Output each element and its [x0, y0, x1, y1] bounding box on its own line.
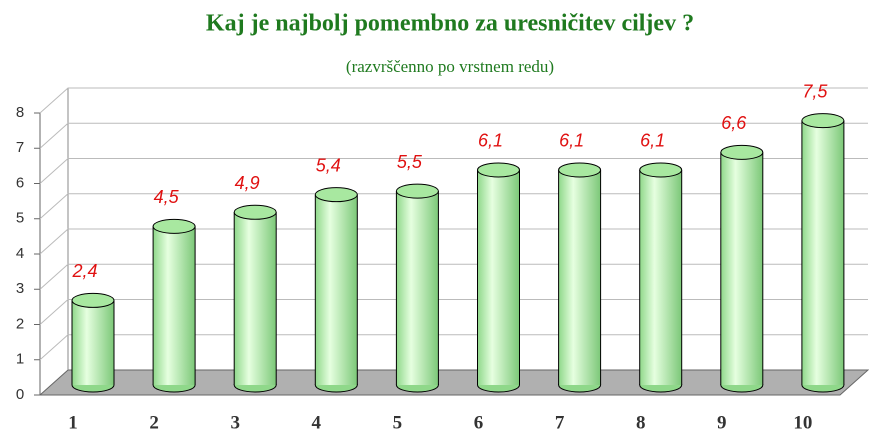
grid-line	[39, 263, 868, 290]
bar-top	[233, 204, 277, 220]
chart-subtitle: (razvrščenno po vrstnem redu)	[346, 57, 554, 76]
bar	[477, 169, 520, 385]
y-tick-label: 4	[16, 245, 24, 262]
value-label: 5,4	[316, 155, 341, 175]
y-tick-label: 5	[16, 210, 24, 227]
grid-line	[39, 299, 868, 325]
x-tick-label: 9	[717, 412, 727, 433]
y-tick-label: 8	[16, 104, 24, 121]
bar	[234, 212, 277, 385]
bar-top	[801, 113, 845, 129]
bar	[153, 226, 196, 385]
bar	[639, 169, 682, 385]
value-label: 6,1	[559, 131, 584, 151]
value-label: 4,5	[154, 187, 180, 207]
value-label: 5,5	[397, 152, 423, 172]
x-tick-label: 4	[312, 412, 322, 433]
x-tick-label: 6	[474, 412, 484, 433]
y-tick-label: 0	[16, 386, 24, 403]
x-tick-label: 8	[636, 412, 646, 433]
y-tick-label: 2	[16, 315, 24, 332]
x-tick-label: 2	[149, 412, 159, 433]
y-tick-label: 3	[16, 280, 24, 297]
bar-top	[314, 187, 358, 203]
x-tick-label: 7	[555, 412, 565, 433]
value-label: 7,5	[802, 81, 828, 101]
x-tick-label: 10	[793, 412, 812, 433]
x-tick-label: 5	[393, 412, 403, 433]
bar	[801, 120, 844, 385]
bar	[558, 169, 601, 385]
bar-top	[71, 292, 115, 308]
bar-top	[152, 218, 196, 234]
bar-top	[639, 162, 683, 178]
chart-title: Kaj je najbolj pomembno za uresničitev c…	[206, 11, 694, 37]
value-label: 6,1	[478, 131, 503, 151]
x-tick-label: 3	[230, 412, 240, 433]
grid-line	[39, 87, 868, 114]
grid-line	[39, 193, 868, 220]
bar	[72, 300, 114, 385]
bar-top	[395, 183, 439, 199]
bar	[315, 194, 358, 385]
x-tick-label: 1	[68, 412, 78, 433]
bar	[396, 191, 439, 385]
bar	[720, 152, 763, 385]
bar-top	[477, 162, 520, 178]
bar-top	[558, 162, 602, 178]
grid-line	[39, 122, 868, 149]
y-tick-label: 1	[16, 351, 24, 368]
value-label: 6,6	[721, 113, 747, 133]
value-label: 6,1	[640, 131, 665, 151]
grid-line	[39, 334, 868, 361]
value-label: 2,4	[71, 261, 97, 281]
y-tick-label: 7	[16, 139, 24, 156]
grid-line	[39, 158, 868, 184]
grid-line	[39, 228, 868, 255]
bar-top	[720, 144, 764, 160]
y-tick-label: 6	[16, 174, 24, 191]
value-label: 4,9	[235, 173, 260, 193]
